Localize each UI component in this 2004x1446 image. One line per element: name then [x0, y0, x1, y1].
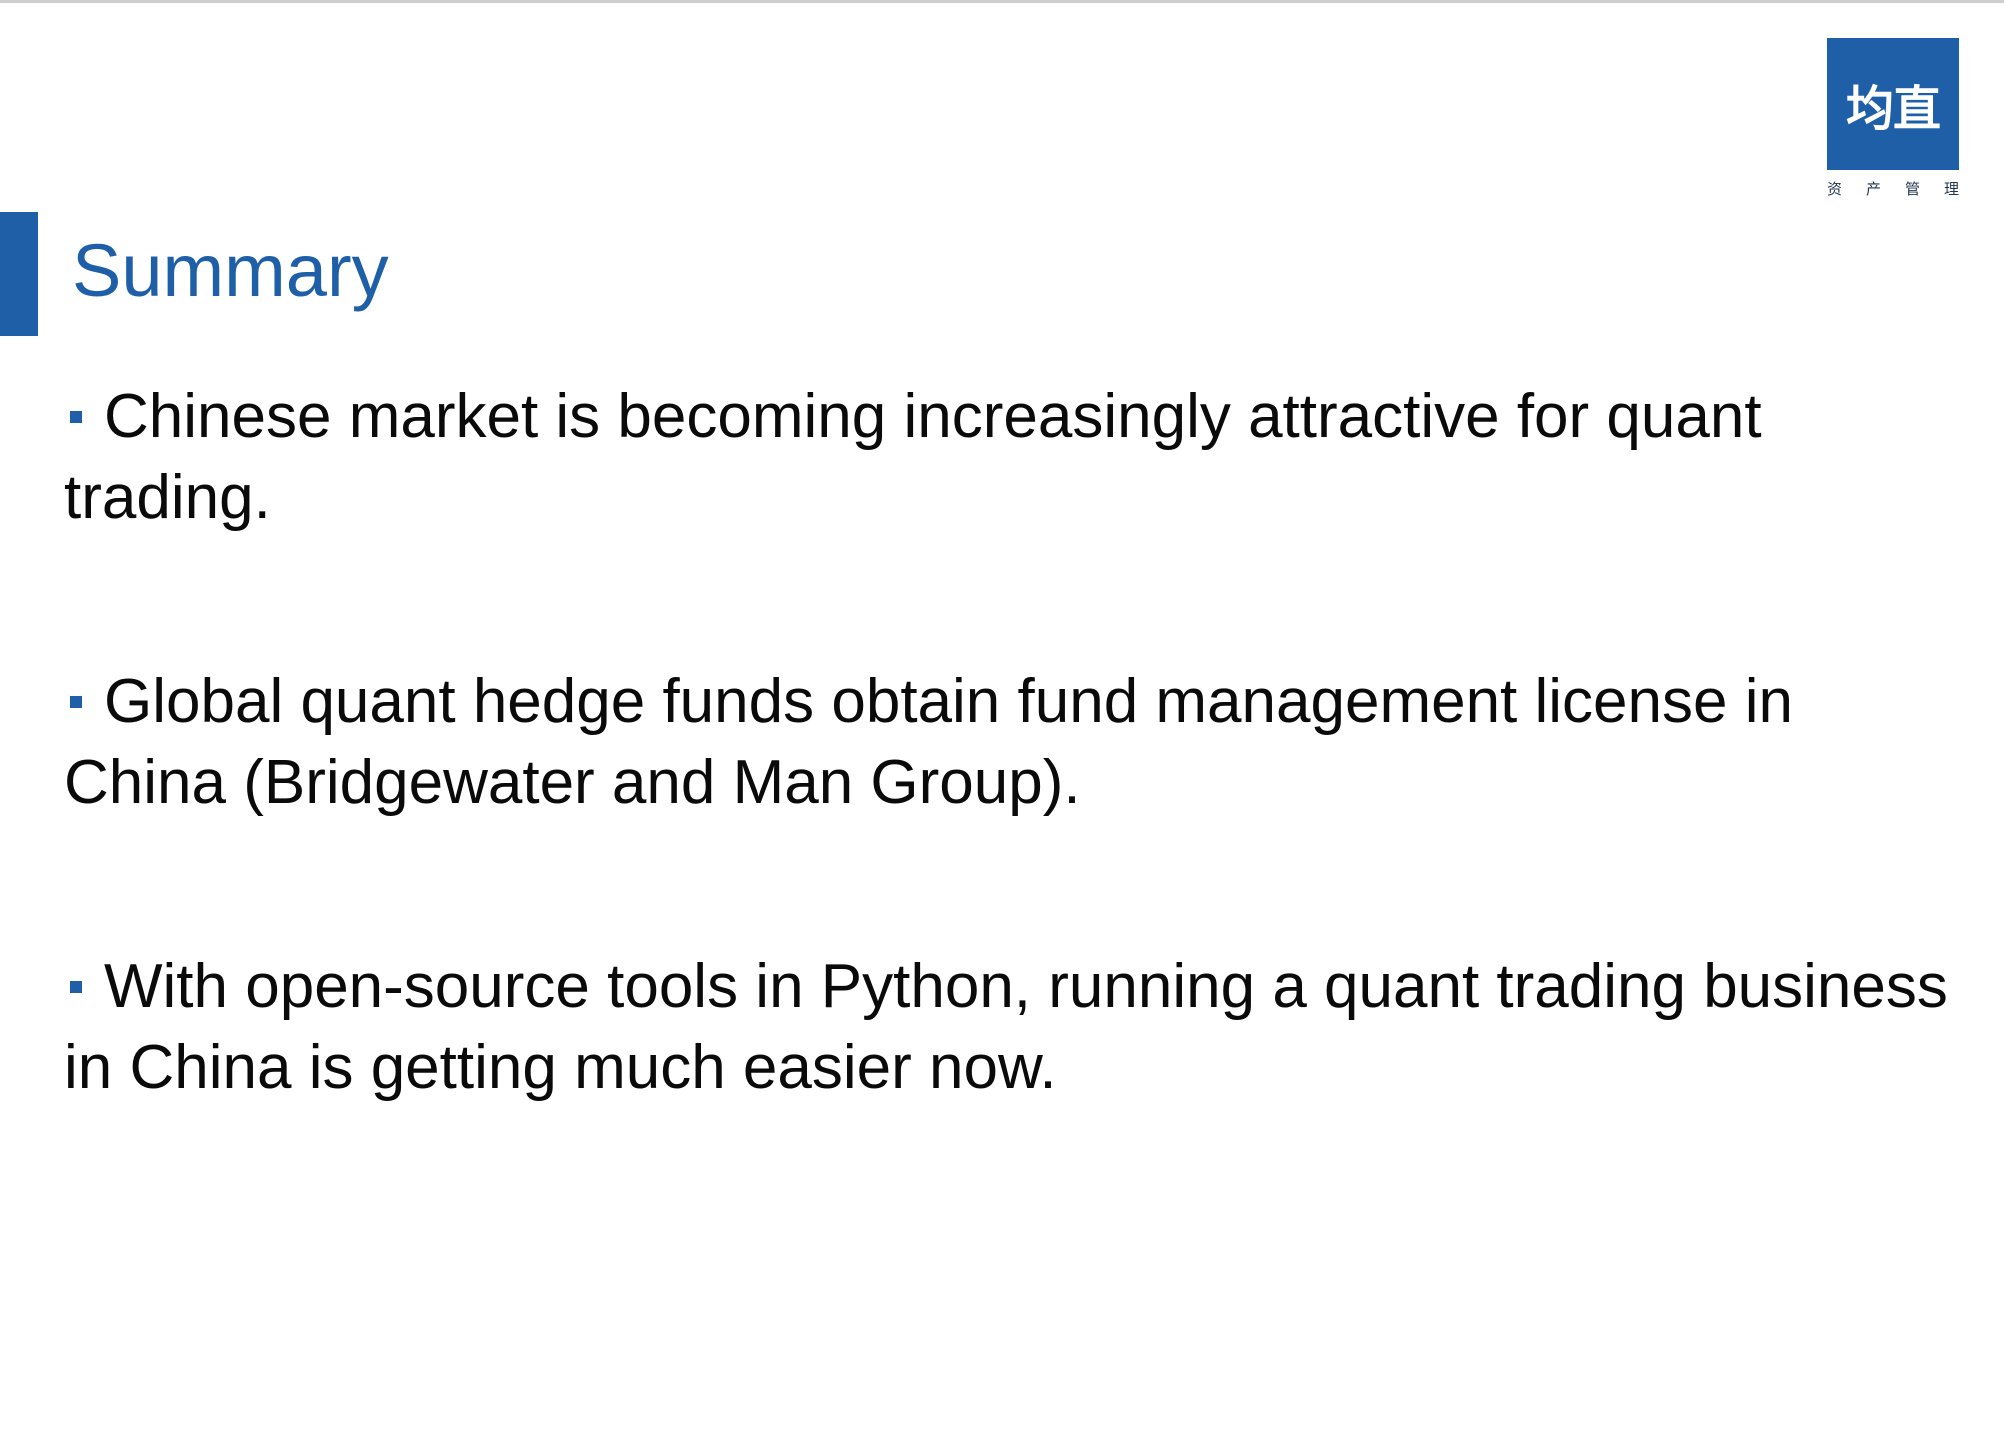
bullet-text: Chinese market is becoming increasingly …	[64, 382, 1762, 532]
logo-subtitle-char: 资	[1827, 180, 1843, 198]
bullet-marker	[70, 410, 82, 423]
bullet-marker	[70, 980, 82, 993]
logo-mark-text: 均直	[1845, 81, 1941, 137]
logo-subtitle-char: 管	[1904, 180, 1920, 198]
bullet-list: Chinese market is becoming increasingly …	[64, 376, 1964, 1231]
bullet-marker	[70, 695, 82, 708]
logo-subtitle-char: 产	[1865, 180, 1881, 198]
logo-subtitle-char: 理	[1943, 180, 1959, 198]
bullet-item: Chinese market is becoming increasingly …	[64, 376, 1964, 538]
bullet-text: With open-source tools in Python, runnin…	[64, 952, 1948, 1102]
logo-subtitle: 资 产 管 理	[1827, 178, 1959, 199]
bullet-text: Global quant hedge funds obtain fund man…	[64, 667, 1793, 817]
title-accent-bar	[0, 212, 38, 336]
slide-title: Summary	[72, 229, 389, 312]
top-divider	[0, 0, 2004, 3]
company-logo: 均直 资 产 管 理	[1827, 38, 1959, 198]
bullet-item: With open-source tools in Python, runnin…	[64, 946, 1964, 1108]
logo-mark: 均直	[1827, 38, 1959, 170]
bullet-item: Global quant hedge funds obtain fund man…	[64, 661, 1964, 823]
